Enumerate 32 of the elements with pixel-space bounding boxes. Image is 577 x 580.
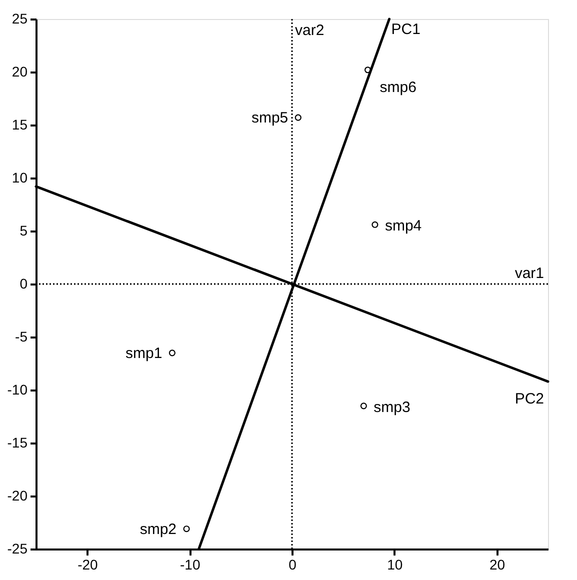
y-tick-label: -5 [15,328,28,344]
y-tick-label: 15 [12,116,28,132]
annotation: smp4 [384,218,422,235]
point [294,114,302,121]
y-tick-label: -10 [7,382,28,398]
annotation: smp2 [140,520,177,538]
point [168,350,176,356]
ref-line-label: var2 [295,22,324,39]
y-tick-label: 20 [12,64,28,80]
annotation: smp6 [380,78,416,96]
x-tick-label: -20 [78,556,98,572]
x-tick-label: 20 [490,556,506,572]
y-tick-label: 5 [20,222,28,238]
point [364,66,372,74]
ref-line-label: var1 [514,265,544,282]
y-tick-label: 0 [20,276,28,292]
point [183,526,190,532]
x-tick-label: 0 [288,556,297,572]
y-tick-label: 10 [12,170,28,186]
y-tick-label: -25 [7,540,28,556]
y-tick-label: -15 [7,434,28,450]
y-tick-label: 25 [12,10,28,26]
x-tick-label: -10 [180,556,200,572]
annotation: smp5 [251,110,288,127]
annotation: smp3 [374,398,410,416]
y-tick-label: -20 [7,488,28,504]
series-label: PC2 [514,390,544,408]
annotation: smp1 [126,344,162,362]
series-label: PC1 [391,21,420,38]
point [372,221,378,228]
point [360,402,367,410]
x-tick-label: 10 [387,556,403,572]
